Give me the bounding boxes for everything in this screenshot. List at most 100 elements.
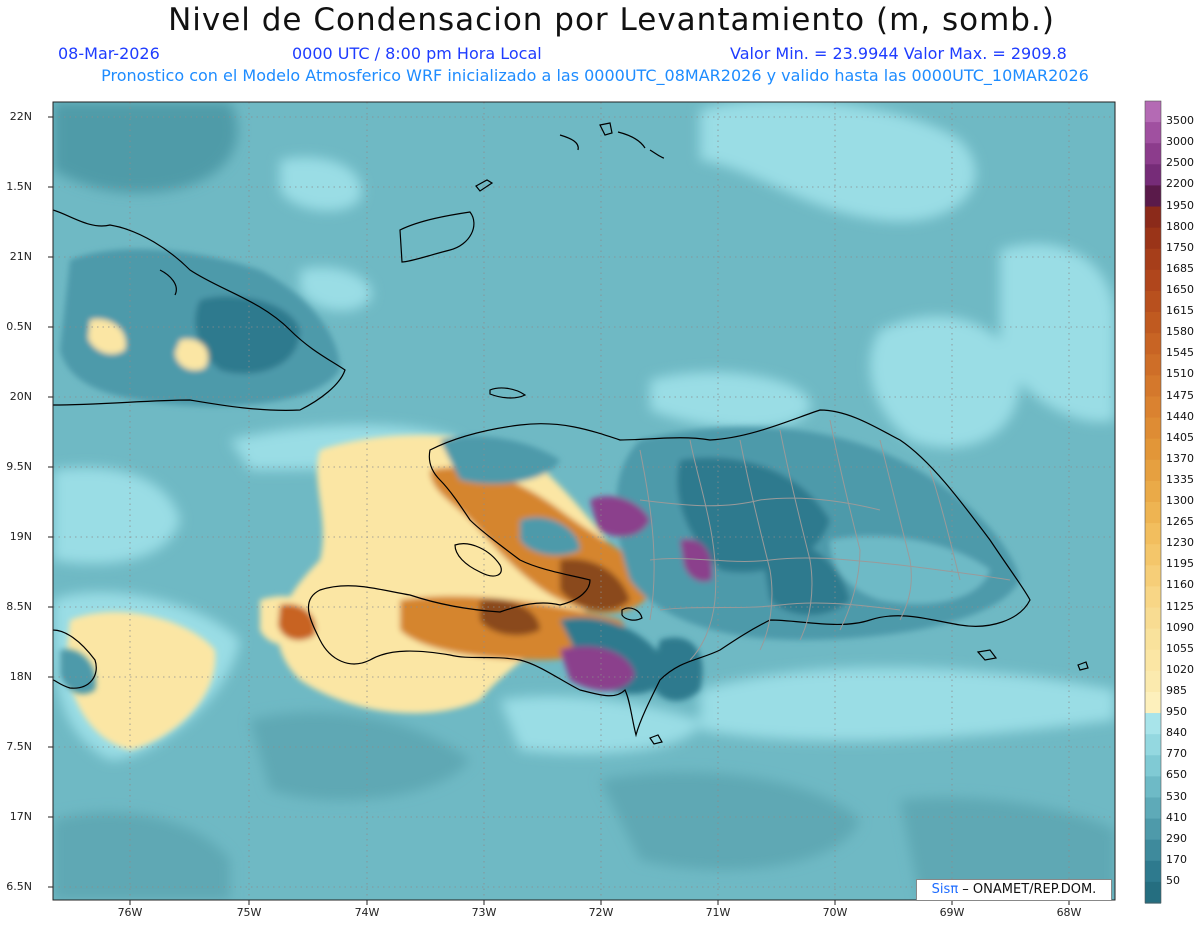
lon-label-75w: 75W bbox=[236, 906, 262, 919]
lat-label-20-5n: 0.5N bbox=[6, 320, 32, 333]
colorbar-label: 3500 bbox=[1166, 114, 1194, 128]
colorbar-swatch bbox=[1145, 839, 1161, 862]
colorbar-swatch bbox=[1145, 185, 1161, 208]
colorbar-label: 410 bbox=[1166, 810, 1187, 824]
colorbar-label: 650 bbox=[1166, 768, 1187, 782]
colorbar-label: 1750 bbox=[1166, 240, 1194, 254]
colorbar-swatch bbox=[1145, 396, 1161, 419]
colorbar-label: 1020 bbox=[1166, 662, 1194, 676]
land-shading bbox=[60, 249, 1020, 750]
colorbar-swatch bbox=[1145, 734, 1161, 756]
lat-label-19-5n: 9.5N bbox=[6, 460, 32, 473]
colorbar-label: 1370 bbox=[1166, 451, 1194, 465]
colorbar-label: 1265 bbox=[1166, 515, 1194, 529]
colorbar-label: 1510 bbox=[1166, 367, 1194, 381]
colorbar-label: 1475 bbox=[1166, 388, 1194, 402]
colorbar-swatch bbox=[1145, 101, 1161, 123]
lon-label-71w: 71W bbox=[705, 906, 731, 919]
colorbar-label: 170 bbox=[1166, 852, 1187, 866]
grid-lines bbox=[53, 102, 1115, 900]
colorbar-label: 50 bbox=[1166, 873, 1180, 887]
lon-label-72w: 72W bbox=[588, 906, 614, 919]
colorbar-swatch bbox=[1145, 143, 1161, 165]
map-border bbox=[52, 101, 1116, 901]
lat-label-21-5n: 1.5N bbox=[6, 180, 32, 193]
credit-box: Sisπ – ONAMET/REP.DOM. bbox=[916, 879, 1112, 901]
colorbar-swatch bbox=[1145, 459, 1161, 482]
colorbar-label: 985 bbox=[1166, 683, 1187, 697]
colorbar-label: 2500 bbox=[1166, 156, 1194, 170]
colorbar-swatch bbox=[1145, 691, 1161, 714]
colorbar-label: 290 bbox=[1166, 831, 1187, 845]
chart-title: Nivel de Condensacion por Levantamiento … bbox=[168, 2, 1055, 38]
lat-label-21n: 21N bbox=[9, 250, 32, 263]
colorbar-swatch bbox=[1145, 628, 1161, 651]
colorbar-label: 1090 bbox=[1166, 620, 1194, 634]
colorbar-label: 950 bbox=[1166, 705, 1187, 719]
colorbar-swatch bbox=[1145, 333, 1161, 355]
forecast-time: 0000 UTC / 8:00 pm Hora Local bbox=[292, 44, 542, 63]
colorbar-label: 1950 bbox=[1166, 198, 1194, 212]
lat-label-17-5n: 7.5N bbox=[6, 740, 32, 753]
colorbar-label: 1160 bbox=[1166, 578, 1194, 592]
lon-label-76w: 76W bbox=[117, 906, 143, 919]
colorbar-swatch bbox=[1145, 649, 1161, 672]
lat-label-18n: 18N bbox=[9, 670, 32, 683]
forecast-date: 08-Mar-2026 bbox=[58, 44, 160, 63]
colorbar-label: 3000 bbox=[1166, 135, 1194, 149]
colorbar-swatch bbox=[1145, 818, 1161, 841]
colorbar-swatch bbox=[1145, 670, 1161, 693]
colorbar-swatch bbox=[1145, 713, 1161, 735]
colorbar-swatch bbox=[1145, 206, 1161, 229]
colorbar-label: 1125 bbox=[1166, 599, 1194, 613]
lon-label-69w: 69W bbox=[939, 906, 965, 919]
colorbar-swatch bbox=[1145, 544, 1161, 566]
colorbar-swatch bbox=[1145, 776, 1161, 799]
colorbar-swatch bbox=[1145, 860, 1161, 883]
lat-label-22n: 22N bbox=[9, 110, 32, 123]
colorbar-swatch bbox=[1145, 290, 1161, 313]
colorbar-swatch bbox=[1145, 480, 1161, 503]
colorbar-swatch bbox=[1145, 164, 1161, 187]
colorbar-swatch bbox=[1145, 354, 1161, 376]
colorbar-swatch bbox=[1145, 565, 1161, 588]
lon-label-74w: 74W bbox=[354, 906, 380, 919]
colorbar-swatch bbox=[1145, 122, 1161, 144]
colorbar-swatch bbox=[1145, 312, 1161, 334]
colorbar-swatch bbox=[1145, 269, 1161, 292]
colorbar-label: 1230 bbox=[1166, 536, 1194, 550]
lon-label-70w: 70W bbox=[822, 906, 848, 919]
colorbar-label: 1440 bbox=[1166, 409, 1194, 423]
colorbar-label: 1650 bbox=[1166, 282, 1194, 296]
colorbar-label: 1300 bbox=[1166, 494, 1194, 507]
colorbar-label: 1800 bbox=[1166, 219, 1194, 233]
model-info: Pronostico con el Modelo Atmosferico WRF… bbox=[101, 66, 1089, 85]
credit-prefix: Sis bbox=[931, 882, 951, 897]
colorbar-swatch bbox=[1145, 797, 1161, 820]
colorbar bbox=[1144, 100, 1162, 904]
lat-label-17n: 17N bbox=[9, 810, 32, 823]
colorbar-swatch bbox=[1145, 755, 1161, 777]
colorbar-swatch bbox=[1145, 881, 1161, 904]
lat-label-18-5n: 8.5N bbox=[6, 600, 32, 613]
colorbar-label: 1335 bbox=[1166, 472, 1194, 486]
colorbar-swatch bbox=[1145, 523, 1161, 545]
colorbar-swatch bbox=[1145, 227, 1161, 250]
tick-marks bbox=[48, 116, 1070, 905]
credit-text: – ONAMET/REP.DOM. bbox=[962, 882, 1097, 897]
colorbar-label: 770 bbox=[1166, 747, 1187, 761]
lat-label-16-5n: 6.5N bbox=[6, 880, 32, 893]
min-max-values: Valor Min. = 23.9944 Valor Max. = 2909.8 bbox=[730, 44, 1067, 63]
colorbar-label: 1545 bbox=[1166, 346, 1194, 360]
colorbar-label: 1055 bbox=[1166, 641, 1194, 655]
colorbar-label: 530 bbox=[1166, 789, 1187, 803]
province-boundaries bbox=[639, 419, 1011, 661]
colorbar-swatch bbox=[1145, 417, 1161, 440]
colorbar-label: 1615 bbox=[1166, 304, 1194, 318]
colorbar-label: 2200 bbox=[1166, 177, 1194, 191]
jamaica-land bbox=[60, 649, 96, 695]
colorbar-swatch bbox=[1145, 438, 1161, 461]
colorbar-swatch bbox=[1145, 586, 1161, 609]
colorbar-swatch bbox=[1145, 607, 1161, 630]
